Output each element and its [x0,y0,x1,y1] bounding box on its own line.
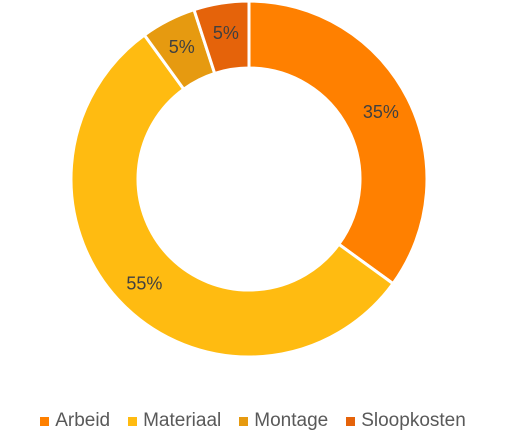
donut-chart-plot: 35% 55% 5% 5% [69,0,429,359]
legend-item-arbeid: Arbeid [40,410,110,432]
data-label-montage: 5% [169,37,195,57]
legend-label: Montage [254,410,329,431]
slice-sloopkosten [192,0,251,76]
legend-item-montage: Montage [239,410,328,432]
slice-materiaal [69,32,396,359]
chart-legend: Arbeid Materiaal Montage Sloopkosten [0,408,506,434]
legend-swatch [128,416,138,426]
legend-label: Arbeid [55,410,111,431]
legend-label: Materiaal [143,410,222,431]
data-label-sloopkosten: 5% [213,23,239,43]
legend-swatch [40,416,50,426]
legend-swatch [346,416,356,426]
legend-label: Sloopkosten [361,410,466,431]
data-label-arbeid: 35% [363,102,399,122]
legend-item-materiaal: Materiaal [128,410,221,432]
legend-item-sloopkosten: Sloopkosten [346,410,466,432]
slice-arbeid [247,0,429,286]
legend-swatch [239,416,249,426]
data-label-materiaal: 55% [126,274,162,294]
